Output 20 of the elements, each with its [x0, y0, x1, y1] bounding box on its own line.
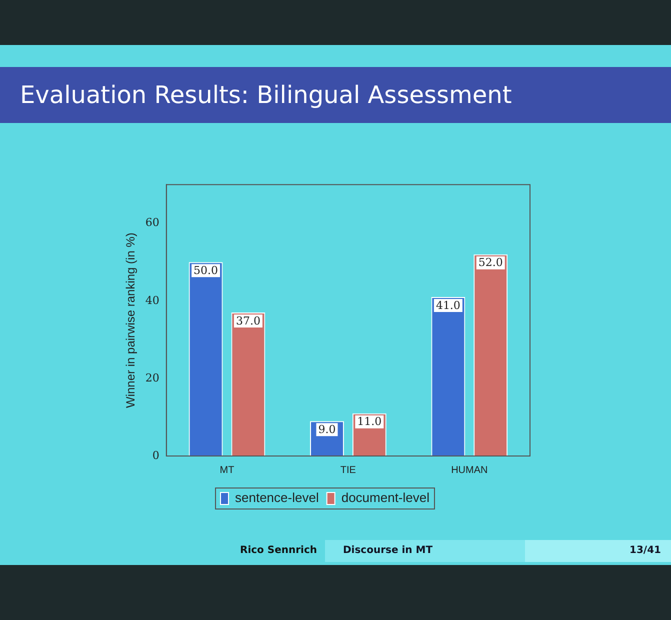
data-label: 41.0	[436, 298, 460, 312]
legend-label: sentence-level	[235, 490, 319, 506]
y-tick-label: 20	[145, 371, 160, 384]
data-label: 11.0	[357, 415, 382, 428]
y-axis-title: Winner in pairwise ranking (in %)	[124, 232, 138, 408]
text: Discourse in MT	[325, 540, 543, 562]
x-tick-label: MT	[220, 464, 234, 476]
y-tick-label: 60	[145, 216, 160, 230]
data-label: 9.0	[318, 422, 336, 436]
text: 13/41	[525, 540, 671, 562]
y-tick-label: 40	[145, 294, 160, 307]
data-label: 37.0	[236, 314, 260, 328]
x-tick-label: TIE	[340, 464, 356, 476]
y-tick-label: 0	[152, 448, 160, 462]
data-label: 52.0	[478, 256, 503, 270]
x-tick-label: HUMAN	[451, 464, 488, 476]
legend-label: document-level	[341, 490, 430, 506]
text: Rico Sennrich	[240, 544, 318, 558]
data-label: 50.0	[194, 264, 218, 277]
chart-title: Evaluation Results: Bilingual Assessment	[0, 67, 671, 123]
